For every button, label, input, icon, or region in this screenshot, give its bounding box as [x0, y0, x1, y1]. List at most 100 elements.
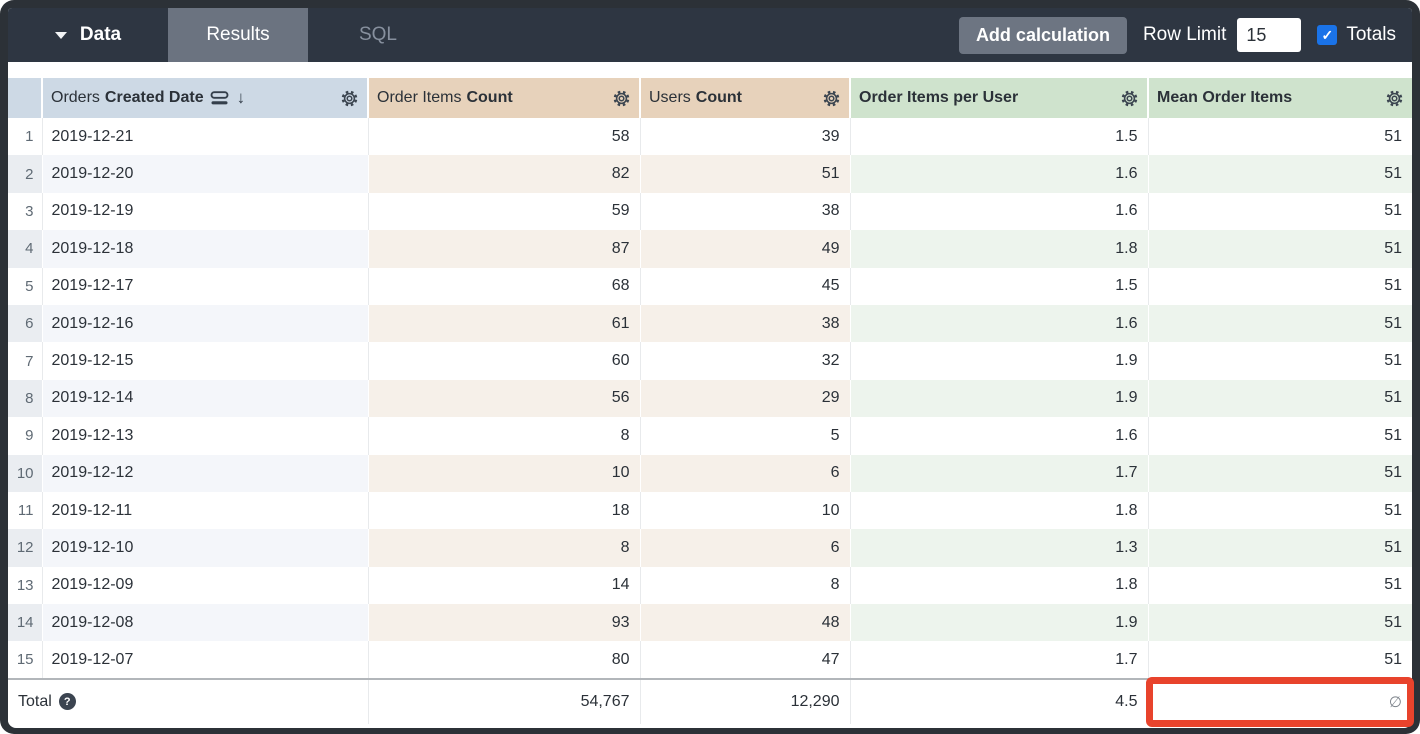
cell-order-items-per-user[interactable]: 1.6: [849, 155, 1148, 193]
cell-order-items-per-user[interactable]: 1.9: [849, 379, 1148, 418]
tab-sql[interactable]: SQL: [358, 24, 398, 45]
cell-order-items-per-user[interactable]: 1.9: [849, 342, 1148, 380]
cell-users-count[interactable]: 32: [639, 342, 850, 380]
cell-mean-order-items[interactable]: 51: [1147, 267, 1412, 305]
cell-order-items-count[interactable]: 60: [367, 342, 640, 380]
cell-users-count[interactable]: 8: [639, 566, 850, 605]
table-row: 5 2019-12-17 68 45 1.5 51: [8, 267, 1412, 305]
cell-mean-order-items[interactable]: 51: [1147, 304, 1412, 343]
cell-orders-created-date[interactable]: 2019-12-11: [41, 491, 368, 530]
data-section-toggle[interactable]: Data: [8, 8, 168, 62]
cell-orders-created-date[interactable]: 2019-12-08: [41, 604, 368, 642]
cell-mean-order-items[interactable]: 51: [1147, 454, 1412, 492]
cell-users-count[interactable]: 6: [639, 454, 850, 492]
column-header-order-items-per-user[interactable]: Order Items per User: [849, 78, 1148, 118]
gear-icon[interactable]: [1119, 88, 1140, 109]
cell-order-items-per-user[interactable]: 1.6: [849, 192, 1148, 231]
totals-checkbox[interactable]: ✓: [1317, 25, 1338, 45]
cell-order-items-per-user[interactable]: 1.3: [849, 529, 1148, 567]
cell-orders-created-date[interactable]: 2019-12-17: [41, 267, 368, 305]
cell-users-count[interactable]: 10: [639, 491, 850, 530]
cell-order-items-count[interactable]: 61: [367, 304, 640, 343]
cell-orders-created-date[interactable]: 2019-12-21: [41, 118, 368, 156]
cell-order-items-per-user[interactable]: 1.7: [849, 641, 1148, 679]
cell-order-items-per-user[interactable]: 1.5: [849, 267, 1148, 305]
cell-order-items-count[interactable]: 82: [367, 155, 640, 193]
gear-icon[interactable]: [611, 88, 632, 109]
total-users-count: 12,290: [639, 677, 850, 724]
cell-mean-order-items[interactable]: 51: [1147, 342, 1412, 380]
cell-order-items-per-user[interactable]: 1.8: [849, 491, 1148, 530]
cell-orders-created-date[interactable]: 2019-12-09: [41, 566, 368, 605]
cell-order-items-per-user[interactable]: 1.8: [849, 566, 1148, 605]
cell-mean-order-items[interactable]: 51: [1147, 491, 1412, 530]
cell-orders-created-date[interactable]: 2019-12-20: [41, 155, 368, 193]
cell-users-count[interactable]: 29: [639, 379, 850, 418]
totals-row: Total ? 54,767 12,290 4.5 ∅: [8, 677, 1412, 724]
cell-users-count[interactable]: 6: [639, 529, 850, 567]
cell-order-items-count[interactable]: 8: [367, 529, 640, 567]
cell-order-items-per-user[interactable]: 1.5: [849, 118, 1148, 156]
cell-users-count[interactable]: 5: [639, 417, 850, 455]
cell-order-items-per-user[interactable]: 1.7: [849, 454, 1148, 492]
row-number: 9: [25, 427, 34, 445]
gear-icon[interactable]: [821, 88, 842, 109]
add-calculation-button[interactable]: Add calculation: [958, 16, 1127, 54]
cell-order-items-count[interactable]: 10: [367, 454, 640, 492]
tab-results[interactable]: Results: [168, 8, 308, 62]
cell-order-items-count[interactable]: 93: [367, 604, 640, 642]
cell-mean-order-items[interactable]: 51: [1147, 604, 1412, 642]
cell-order-items-count[interactable]: 87: [367, 230, 640, 268]
cell-order-items-count[interactable]: 14: [367, 566, 640, 605]
row-number: 8: [8, 379, 42, 418]
cell-mean-order-items[interactable]: 51: [1147, 641, 1412, 679]
cell-users-count[interactable]: 38: [639, 192, 850, 231]
table-row: 9 2019-12-13 8 5 1.6 51: [8, 417, 1412, 455]
cell-order-items-per-user[interactable]: 1.6: [849, 417, 1148, 455]
cell-orders-created-date[interactable]: 2019-12-07: [41, 641, 368, 679]
cell-order-items-count[interactable]: 56: [367, 379, 640, 418]
cell-orders-created-date[interactable]: 2019-12-12: [41, 454, 368, 492]
cell-order-items-count[interactable]: 68: [367, 267, 640, 305]
cell-orders-created-date[interactable]: 2019-12-10: [41, 529, 368, 567]
cell-mean-order-items[interactable]: 51: [1147, 529, 1412, 567]
cell-orders-created-date[interactable]: 2019-12-19: [41, 192, 368, 231]
column-header-orders-created-date[interactable]: Orders Created Date ↓: [41, 78, 368, 118]
cell-order-items-count[interactable]: 8: [367, 417, 640, 455]
cell-order-items-count[interactable]: 58: [367, 118, 640, 156]
cell-order-items-count[interactable]: 59: [367, 192, 640, 231]
cell-orders-created-date[interactable]: 2019-12-18: [41, 230, 368, 268]
cell-mean-order-items[interactable]: 51: [1147, 379, 1412, 418]
cell-users-count[interactable]: 48: [639, 604, 850, 642]
cell-order-items-per-user[interactable]: 1.6: [849, 304, 1148, 343]
column-header-users-count[interactable]: Users Count: [639, 78, 850, 118]
cell-order-items-count[interactable]: 80: [367, 641, 640, 679]
cell-mean-order-items[interactable]: 51: [1147, 230, 1412, 268]
cell-mean-order-items[interactable]: 51: [1147, 566, 1412, 605]
cell-mean-order-items[interactable]: 51: [1147, 155, 1412, 193]
cell-orders-created-date[interactable]: 2019-12-13: [41, 417, 368, 455]
cell-orders-created-date[interactable]: 2019-12-15: [41, 342, 368, 380]
gear-icon[interactable]: [1384, 88, 1405, 109]
cell-orders-created-date[interactable]: 2019-12-14: [41, 379, 368, 418]
cell-mean-order-items[interactable]: 51: [1147, 118, 1412, 156]
cell-users-count[interactable]: 47: [639, 641, 850, 679]
cell-users-count[interactable]: 51: [639, 155, 850, 193]
cell-users-count[interactable]: 45: [639, 267, 850, 305]
row-number: 10: [8, 454, 42, 492]
cell-mean-order-items[interactable]: 51: [1147, 192, 1412, 231]
cell-mean-order-items[interactable]: 51: [1147, 417, 1412, 455]
column-header-mean-order-items[interactable]: Mean Order Items: [1147, 78, 1412, 118]
cell-order-items-per-user[interactable]: 1.9: [849, 604, 1148, 642]
cell-order-items-count[interactable]: 18: [367, 491, 640, 530]
cell-users-count[interactable]: 38: [639, 304, 850, 343]
cell-users-count[interactable]: 39: [639, 118, 850, 156]
cell-users-count[interactable]: 49: [639, 230, 850, 268]
help-icon[interactable]: ?: [58, 693, 76, 711]
cell-orders-created-date[interactable]: 2019-12-16: [41, 304, 368, 343]
column-header-order-items-count[interactable]: Order Items Count: [367, 78, 640, 118]
caret-down-icon: [54, 31, 67, 39]
cell-order-items-per-user[interactable]: 1.8: [849, 230, 1148, 268]
gear-icon[interactable]: [339, 88, 360, 109]
row-limit-input[interactable]: [1237, 18, 1302, 52]
